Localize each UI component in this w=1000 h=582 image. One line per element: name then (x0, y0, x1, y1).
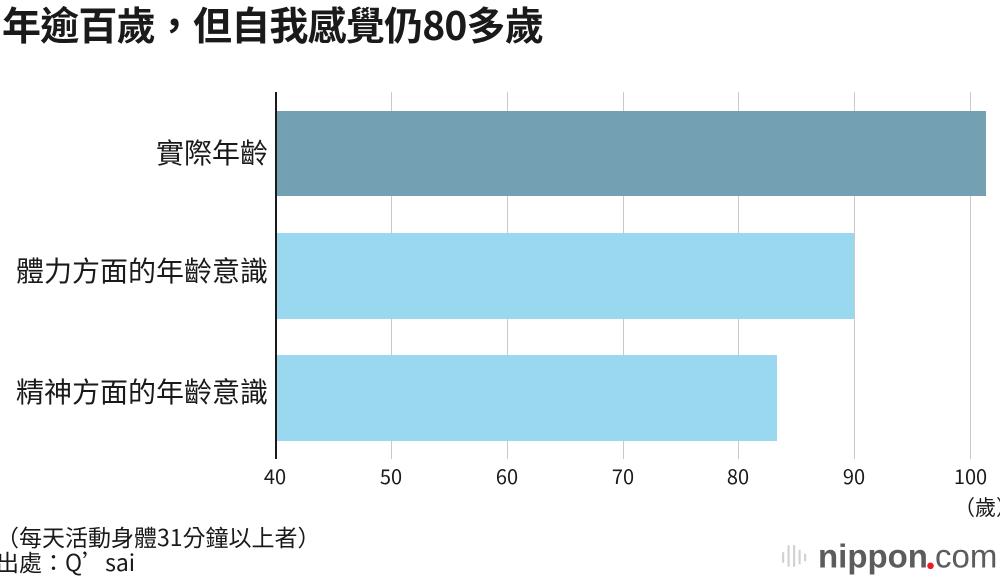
svg-text:com: com (935, 538, 997, 575)
svg-text:nippon: nippon (818, 538, 928, 575)
